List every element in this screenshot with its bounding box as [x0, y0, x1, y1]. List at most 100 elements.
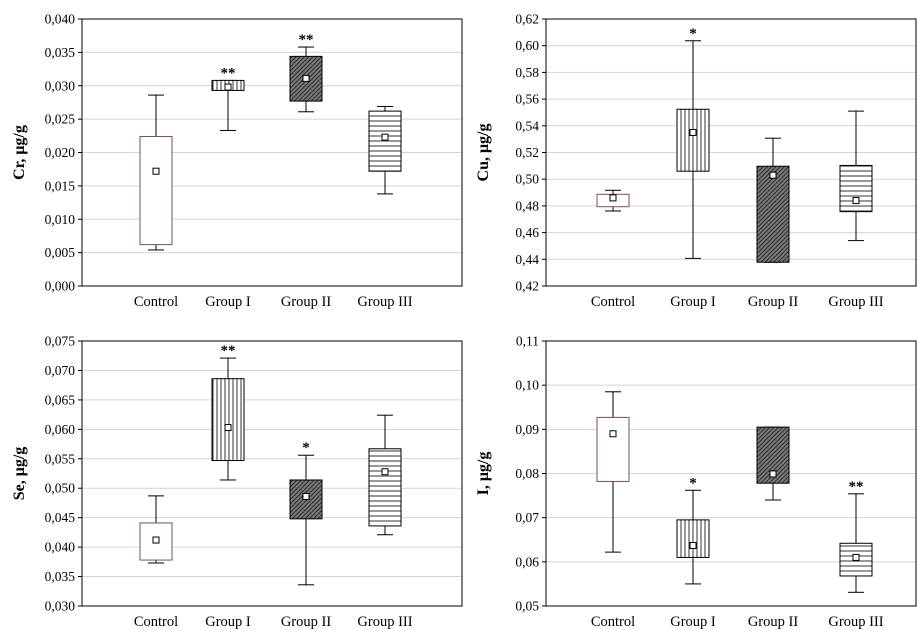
chart-panel-cu: 0,42 0,44 0,46 0,48 0,50 0,52 0,54 0,56 0,58 0,60…: [475, 12, 917, 310]
x-tick-label: Group II: [281, 614, 332, 630]
y-tick-label: 0,030: [45, 599, 76, 614]
y-tick-label: 0,11: [516, 334, 539, 349]
y-axis-label: Cu, μg/g: [475, 124, 492, 182]
box-body: [839, 164, 873, 213]
mean-marker: [381, 133, 389, 141]
significance-marker: *: [689, 475, 697, 491]
box-se-3: [368, 414, 402, 536]
box-body: [839, 542, 873, 577]
x-tick-label: Group I: [670, 294, 716, 310]
y-tick-label: 0,050: [45, 481, 76, 496]
x-tick-label: Group I: [205, 294, 251, 310]
mean-marker: [609, 194, 617, 202]
box-cr-1: **: [211, 65, 245, 131]
y-tick-label: 0,045: [45, 510, 76, 525]
y-tick-label: 0,020: [45, 145, 76, 160]
y-tick-label: 0,025: [45, 112, 76, 127]
box-cr-0: [139, 94, 173, 251]
mean-marker: [224, 424, 232, 432]
box-cr-2: **: [289, 32, 323, 113]
y-tick-label: 0,005: [45, 245, 76, 260]
plot-frame: [545, 340, 917, 607]
y-tick-label: 0,52: [515, 145, 539, 160]
mean-marker: [609, 430, 617, 438]
y-axis-label: Cr, μg/g: [11, 125, 28, 180]
y-tick-label: 0,46: [515, 225, 539, 240]
y-axis-label: Se, μg/g: [11, 447, 28, 501]
y-tick-label: 0,075: [45, 334, 76, 349]
chart-panel-cr: 0,000 0,005 0,010 0,015 0,020 0,025 0,030 0,035…: [11, 12, 463, 310]
box-i-3: **: [839, 479, 873, 593]
box-cr-3: [368, 105, 402, 195]
y-tick-label: 0,06: [515, 554, 539, 569]
y-tick-label: 0,44: [515, 252, 539, 267]
mean-marker: [769, 171, 777, 179]
box-se-2: *: [289, 440, 323, 586]
y-axis-label: I, μg/g: [475, 452, 492, 496]
box-se-1: **: [211, 343, 245, 481]
mean-marker: [852, 553, 860, 561]
mean-marker: [302, 492, 310, 500]
y-tick-label: 0,055: [45, 451, 76, 466]
x-tick-label: Group I: [670, 614, 716, 630]
y-tick-label: 0,48: [515, 198, 539, 213]
significance-marker: **: [299, 32, 314, 48]
significance-marker: *: [302, 440, 310, 456]
box-i-2: [756, 426, 790, 501]
y-tick-label: 0,010: [45, 212, 76, 227]
y-tick-label: 0,50: [515, 172, 539, 187]
y-tick-label: 0,07: [515, 510, 539, 525]
chart-panel-se: 0,030 0,035 0,040 0,045 0,050 0,055 0,060 0,065…: [11, 334, 463, 630]
mean-marker: [152, 536, 160, 544]
box-cu-2: [756, 137, 790, 263]
y-tick-label: 0,08: [515, 466, 539, 481]
y-tick-label: 0,56: [515, 92, 539, 107]
y-tick-label: 0,035: [45, 569, 76, 584]
mean-marker: [152, 167, 160, 175]
significance-marker: *: [689, 26, 697, 42]
mean-marker: [852, 197, 860, 205]
mean-marker: [769, 470, 777, 478]
box-body: [676, 108, 710, 172]
y-tick-label: 0,035: [45, 45, 76, 60]
mean-marker: [689, 541, 697, 549]
x-tick-label: Group III: [828, 614, 883, 630]
x-tick-label: Group II: [748, 614, 799, 630]
mean-marker: [302, 74, 310, 82]
significance-marker: **: [221, 65, 236, 81]
box-body: [368, 110, 402, 172]
x-tick-label: Control: [134, 294, 178, 310]
plot-frame: [81, 340, 463, 607]
box-body: [596, 416, 630, 482]
x-tick-label: Control: [591, 614, 635, 630]
y-tick-label: 0,60: [515, 38, 539, 53]
x-tick-label: Group III: [357, 614, 412, 630]
y-tick-label: 0,54: [515, 118, 539, 133]
chart-panel-i: 0,05 0,06 0,07 0,08 0,09 0,10 0,11 I, μg/g Contr…: [475, 334, 917, 630]
x-tick-label: Group II: [748, 294, 799, 310]
box-i-0: [596, 391, 630, 553]
box-body: [139, 135, 173, 246]
x-tick-label: Control: [134, 614, 178, 630]
y-tick-label: 0,040: [45, 12, 76, 27]
y-tick-label: 0,060: [45, 422, 76, 437]
y-tick-label: 0,015: [45, 178, 76, 193]
box-se-0: [139, 495, 173, 564]
mean-marker: [224, 83, 232, 91]
significance-marker: **: [849, 479, 864, 495]
mean-marker: [689, 128, 697, 136]
significance-marker: **: [221, 343, 236, 359]
x-tick-label: Group III: [828, 294, 883, 310]
y-tick-label: 0,10: [515, 378, 539, 393]
mean-marker: [381, 468, 389, 476]
box-cu-1: *: [676, 26, 710, 259]
y-tick-label: 0,070: [45, 363, 76, 378]
x-tick-label: Group II: [281, 294, 332, 310]
plot-frame: [81, 18, 463, 287]
y-tick-label: 0,42: [515, 279, 539, 294]
box-i-1: *: [676, 475, 710, 585]
y-tick-label: 0,065: [45, 392, 76, 407]
y-tick-label: 0,030: [45, 78, 76, 93]
x-tick-label: Group III: [357, 294, 412, 310]
